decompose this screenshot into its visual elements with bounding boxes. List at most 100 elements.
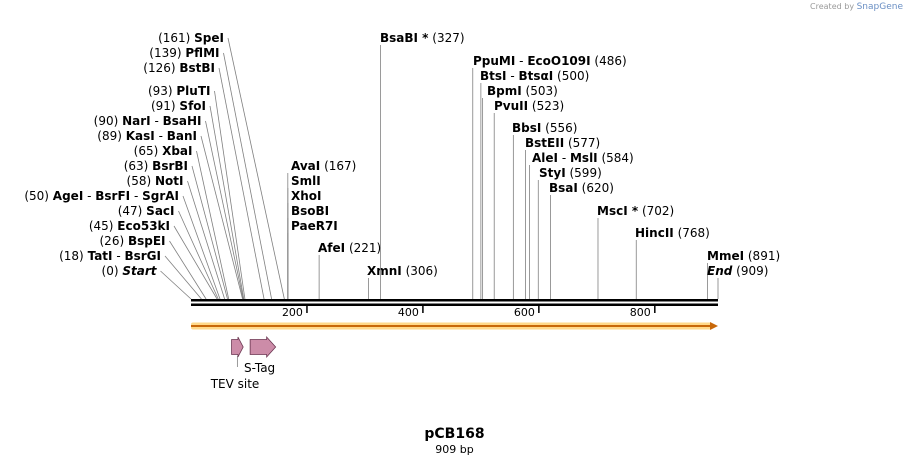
- site-label: (0) Start: [102, 264, 158, 278]
- restriction-site-kasi[interactable]: (89) KasI - BanI: [97, 129, 243, 300]
- restriction-site-bstbi[interactable]: (126) BstBI: [143, 61, 265, 300]
- site-label: MscI * (702): [597, 204, 674, 218]
- site-label: BtsI - BtsαI (500): [480, 69, 589, 83]
- restriction-site-noti[interactable]: (58) NotI: [127, 174, 226, 300]
- orf-arrowhead: [710, 322, 718, 330]
- site-label: BsaBI * (327): [380, 31, 465, 45]
- restriction-site-saci[interactable]: (47) SacI: [118, 204, 219, 300]
- site-label: XhoI: [291, 189, 322, 203]
- restriction-site-end[interactable]: End (909): [707, 264, 768, 299]
- linear-map: 200 400 600 800 TEV site S-Tag (0) Start(18) T…: [24, 31, 780, 391]
- site-leader-line: [209, 105, 245, 300]
- site-leader-line: [164, 255, 202, 300]
- restriction-site-bsai[interactable]: BsaI (620): [549, 181, 614, 299]
- restriction-site-pflmi[interactable]: (139) PflMI: [149, 46, 272, 300]
- plasmid-name: pCB168: [424, 426, 485, 442]
- site-label: SmlI: [291, 174, 321, 188]
- restriction-site-paer7i[interactable]: PaeR7I: [287, 219, 338, 299]
- restriction-site-sfoi[interactable]: (91) SfoI: [151, 99, 245, 300]
- ruler-tick: [654, 306, 656, 313]
- site-label: (93) PluTI: [148, 84, 211, 98]
- restriction-site-bsabi-[interactable]: BsaBI * (327): [380, 31, 465, 299]
- site-label: BsoBI: [291, 204, 329, 218]
- site-leader-line: [214, 90, 246, 300]
- restriction-site-pluti[interactable]: (93) PluTI: [148, 84, 246, 300]
- restriction-site-xbai[interactable]: (65) XbaI: [134, 144, 230, 300]
- site-label: (89) KasI - BanI: [97, 129, 197, 143]
- site-label: (18) TatI - BsrGI: [59, 249, 161, 263]
- restriction-site-mmei[interactable]: MmeI (891): [707, 249, 780, 299]
- site-leader-line: [160, 270, 192, 300]
- site-label: AvaI (167): [291, 159, 356, 173]
- restriction-site-bbsi[interactable]: BbsI (556): [512, 121, 577, 299]
- restriction-site-nari[interactable]: (90) NarI - BsaHI: [94, 114, 244, 300]
- ruler-tick-label: 600: [514, 306, 535, 319]
- feature-tev-site: [231, 336, 244, 358]
- site-label: AleI - MslI (584): [532, 151, 634, 165]
- site-leader-line: [169, 240, 207, 300]
- restriction-site-ppumi[interactable]: PpuMI - EcoO109I (486): [472, 54, 627, 299]
- site-label: BbsI (556): [512, 121, 577, 135]
- restriction-site-alei[interactable]: AleI - MslI (584): [529, 151, 634, 299]
- site-label: PpuMI - EcoO109I (486): [473, 54, 627, 68]
- site-label: (91) SfoI: [151, 99, 206, 113]
- feature-label-tev-site: TEV site: [210, 377, 260, 391]
- site-label: StyI (599): [539, 166, 602, 180]
- restriction-site-agei[interactable]: (50) AgeI - BsrFI - SgrAI: [24, 189, 221, 300]
- restriction-site-tati[interactable]: (18) TatI - BsrGI: [59, 249, 202, 300]
- restriction-site-pvuii[interactable]: PvuII (523): [493, 99, 564, 299]
- site-label: BpmI (503): [487, 84, 558, 98]
- restriction-site-bsteii[interactable]: BstEII (577): [525, 136, 600, 299]
- site-label: (161) SpeI: [158, 31, 224, 45]
- site-label: (139) PflMI: [149, 46, 219, 60]
- site-label: PaeR7I: [291, 219, 338, 233]
- site-leader-line: [218, 67, 265, 300]
- site-leader-line: [178, 210, 219, 300]
- restriction-site-bspei[interactable]: (26) BspEI: [100, 234, 207, 300]
- backbone-bottom-strand: [191, 303, 718, 306]
- feature-label-s-tag: S-Tag: [244, 361, 275, 375]
- restriction-site-msci-[interactable]: MscI * (702): [597, 204, 674, 299]
- snapgene-logo: SnapGene: [856, 2, 903, 12]
- site-label: AfeI (221): [318, 241, 381, 255]
- site-leader-line: [196, 150, 230, 300]
- site-label: BsaI (620): [549, 181, 614, 195]
- restriction-site-hincii[interactable]: HincII (768): [635, 226, 710, 299]
- ruler-tick-label: 400: [398, 306, 419, 319]
- restriction-site-xmni[interactable]: XmnI (306): [367, 264, 438, 299]
- site-label: (90) NarI - BsaHI: [94, 114, 202, 128]
- ruler-tick-label: 200: [282, 306, 303, 319]
- site-leader-line: [200, 135, 243, 300]
- backbone-top-strand: [191, 299, 718, 302]
- site-label: (126) BstBI: [143, 61, 215, 75]
- site-label: BstEII (577): [525, 136, 600, 150]
- snapgene-credit: Created by SnapGene: [810, 2, 903, 12]
- ruler-tick: [306, 306, 308, 313]
- credit-prefix: Created by: [810, 2, 855, 11]
- restriction-site-bpmi[interactable]: BpmI (503): [482, 84, 558, 299]
- site-leader-line: [187, 180, 226, 300]
- feature-s-tag: [249, 335, 277, 359]
- site-label: (58) NotI: [127, 174, 184, 188]
- site-leader-line: [227, 37, 285, 300]
- restriction-site-afei[interactable]: AfeI (221): [318, 241, 381, 299]
- site-leader-line: [182, 195, 221, 300]
- ruler-tick: [422, 306, 424, 313]
- site-label: (63) BsrBI: [124, 159, 188, 173]
- restriction-site-btsi[interactable]: BtsI - BtsαI (500): [480, 69, 589, 299]
- restriction-site-bsrbi[interactable]: (63) BsrBI: [124, 159, 228, 300]
- site-leader-line: [173, 225, 218, 300]
- restriction-site-eco53ki[interactable]: (45) Eco53kI: [89, 219, 218, 300]
- site-label: (26) BspEI: [100, 234, 166, 248]
- site-label: (65) XbaI: [134, 144, 193, 158]
- site-label: End (909): [707, 264, 768, 278]
- restriction-site-spei[interactable]: (161) SpeI: [158, 31, 285, 300]
- site-label: HincII (768): [635, 226, 710, 240]
- site-label: XmnI (306): [367, 264, 438, 278]
- restriction-site-start[interactable]: (0) Start: [102, 264, 192, 300]
- site-label: (50) AgeI - BsrFI - SgrAI: [24, 189, 179, 203]
- ruler-tick: [538, 306, 540, 313]
- site-label: MmeI (891): [707, 249, 780, 263]
- restriction-site-styi[interactable]: StyI (599): [537, 166, 602, 299]
- site-leader-line: [205, 120, 244, 300]
